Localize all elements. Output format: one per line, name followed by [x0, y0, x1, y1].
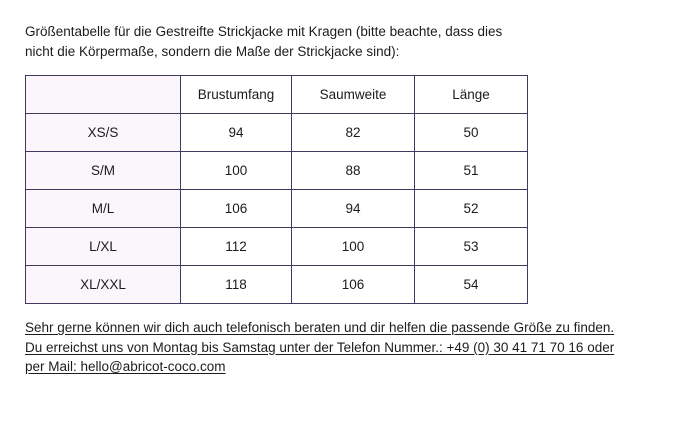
header-cell-laenge: Länge — [414, 75, 528, 114]
intro-line-2: nicht die Körpermaße, sondern die Maße d… — [25, 44, 400, 59]
brustumfang-value: 106 — [180, 189, 292, 228]
brustumfang-value: 118 — [180, 265, 292, 304]
laenge-value: 51 — [414, 151, 528, 190]
size-label: XS/S — [25, 113, 181, 152]
table-row: S/M 100 88 51 — [25, 151, 528, 190]
laenge-value: 50 — [414, 113, 528, 152]
intro-text: Größentabelle für die Gestreifte Strickj… — [25, 22, 669, 62]
size-table: Brustumfang Saumweite Länge XS/S 94 82 5… — [25, 75, 528, 304]
table-row: XS/S 94 82 50 — [25, 113, 528, 152]
saumweite-value: 100 — [291, 227, 415, 266]
table-row: M/L 106 94 52 — [25, 189, 528, 228]
contact-line-3-email[interactable]: per Mail: hello@abricot-coco.com — [25, 359, 226, 374]
saumweite-value: 94 — [291, 189, 415, 228]
header-cell-brustumfang: Brustumfang — [180, 75, 292, 114]
contact-link-text[interactable]: Sehr gerne können wir dich auch telefoni… — [25, 318, 669, 377]
intro-line-1: Größentabelle für die Gestreifte Strickj… — [25, 24, 503, 39]
header-cell-saumweite: Saumweite — [291, 75, 415, 114]
header-cell-empty — [25, 75, 181, 114]
size-label: M/L — [25, 189, 181, 228]
size-label: L/XL — [25, 227, 181, 266]
brustumfang-value: 112 — [180, 227, 292, 266]
contact-line-2-phone[interactable]: Du erreichst uns von Montag bis Samstag … — [25, 339, 615, 355]
saumweite-value: 88 — [291, 151, 415, 190]
laenge-value: 54 — [414, 265, 528, 304]
size-table-header-row: Brustumfang Saumweite Länge — [25, 75, 528, 114]
table-row: XL/XXL 118 106 54 — [25, 265, 528, 304]
table-row: L/XL 112 100 53 — [25, 227, 528, 266]
size-label: XL/XXL — [25, 265, 181, 304]
contact-line-1[interactable]: Sehr gerne können wir dich auch telefoni… — [25, 320, 615, 335]
saumweite-value: 106 — [291, 265, 415, 304]
laenge-value: 52 — [414, 189, 528, 228]
laenge-value: 53 — [414, 227, 528, 266]
size-label: S/M — [25, 151, 181, 190]
saumweite-value: 82 — [291, 113, 415, 152]
brustumfang-value: 100 — [180, 151, 292, 190]
brustumfang-value: 94 — [180, 113, 292, 152]
